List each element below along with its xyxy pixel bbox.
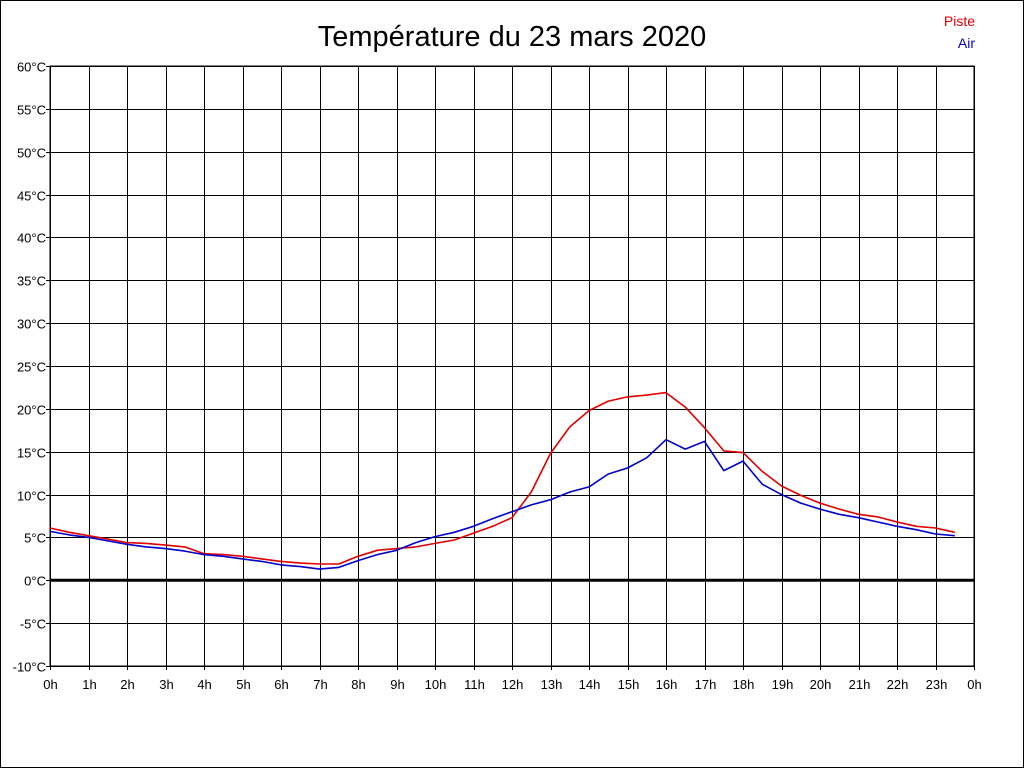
series-line-air — [49, 438, 955, 570]
x-tick-label: 20h — [810, 677, 832, 692]
x-tick-label: 16h — [656, 677, 678, 692]
x-tick-label: 4h — [197, 677, 211, 692]
x-tick-label: 21h — [849, 677, 871, 692]
y-tick-label: 60°C — [17, 60, 46, 75]
y-tick-label: 55°C — [17, 103, 46, 118]
x-tick-label: 11h — [464, 677, 485, 692]
x-tick-label: 15h — [618, 677, 640, 692]
series-lines — [49, 391, 955, 570]
legend: Piste Air — [944, 13, 975, 51]
y-tick-label: 40°C — [17, 231, 46, 246]
y-tick-label: 25°C — [17, 360, 46, 375]
x-tick-label: 18h — [733, 677, 755, 692]
series-line-piste — [49, 391, 955, 565]
y-tick-label: 10°C — [17, 489, 46, 504]
y-tick-label: 20°C — [17, 403, 46, 418]
y-tick-label: -10°C — [13, 660, 46, 675]
x-tick-label: 0h — [967, 677, 981, 692]
axis-tick-labels: 0h 1h 2h 3h 4h 5h 6h 7h 8h 9h 10h 11h 12h 13h 14h 15h 16… — [13, 60, 982, 693]
y-tick-label: 5°C — [24, 531, 46, 546]
x-tick-label: 5h — [236, 677, 250, 692]
x-tick-label: 7h — [313, 677, 327, 692]
x-tick-label: 19h — [772, 677, 794, 692]
x-tick-label: 1h — [82, 677, 96, 692]
legend-entry-piste: Piste — [944, 13, 975, 29]
chart-title: Température du 23 mars 2020 — [318, 21, 707, 53]
y-tick-label: 15°C — [17, 446, 46, 461]
x-tick-label: 10h — [425, 677, 447, 692]
y-tick-label: 45°C — [17, 189, 46, 204]
y-tick-label: 35°C — [17, 274, 46, 289]
x-tick-label: 2h — [120, 677, 134, 692]
y-tick-label: 30°C — [17, 317, 46, 332]
y-tick-label: 0°C — [24, 574, 46, 589]
grid — [46, 65, 975, 670]
x-tick-label: 12h — [502, 677, 524, 692]
x-tick-label: 8h — [351, 677, 365, 692]
x-tick-label: 17h — [695, 677, 717, 692]
legend-entry-air: Air — [958, 35, 975, 51]
x-tick-label: 13h — [541, 677, 563, 692]
x-tick-label: 9h — [390, 677, 404, 692]
y-tick-label: -5°C — [20, 617, 46, 632]
x-tick-label: 3h — [159, 677, 173, 692]
x-tick-label: 23h — [926, 677, 948, 692]
x-tick-label: 0h — [43, 677, 57, 692]
y-tick-label: 50°C — [17, 146, 46, 161]
x-tick-label: 22h — [887, 677, 909, 692]
x-tick-label: 6h — [274, 677, 288, 692]
x-tick-label: 14h — [579, 677, 601, 692]
